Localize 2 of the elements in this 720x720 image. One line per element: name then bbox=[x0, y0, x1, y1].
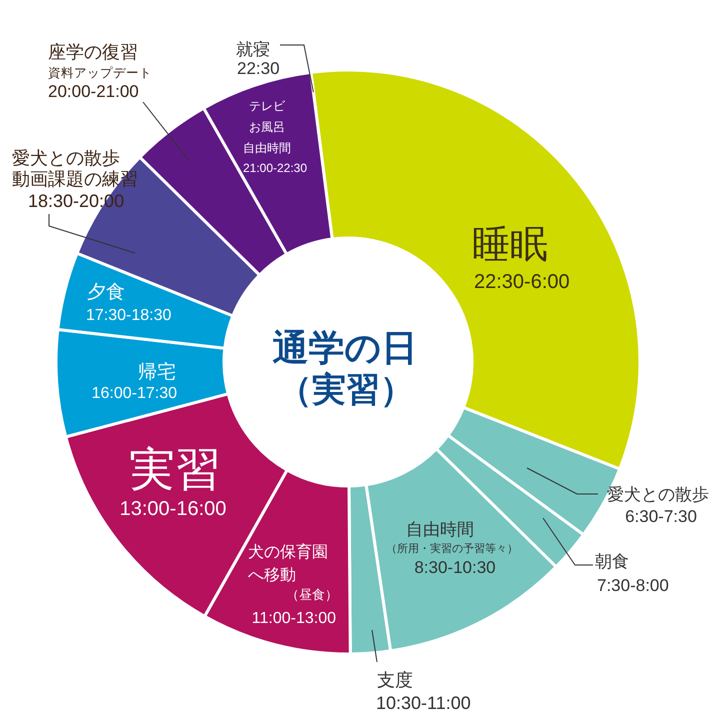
title: 通学の日（実習） bbox=[272, 327, 418, 409]
annotation: 就寝 22:30 bbox=[236, 40, 280, 78]
